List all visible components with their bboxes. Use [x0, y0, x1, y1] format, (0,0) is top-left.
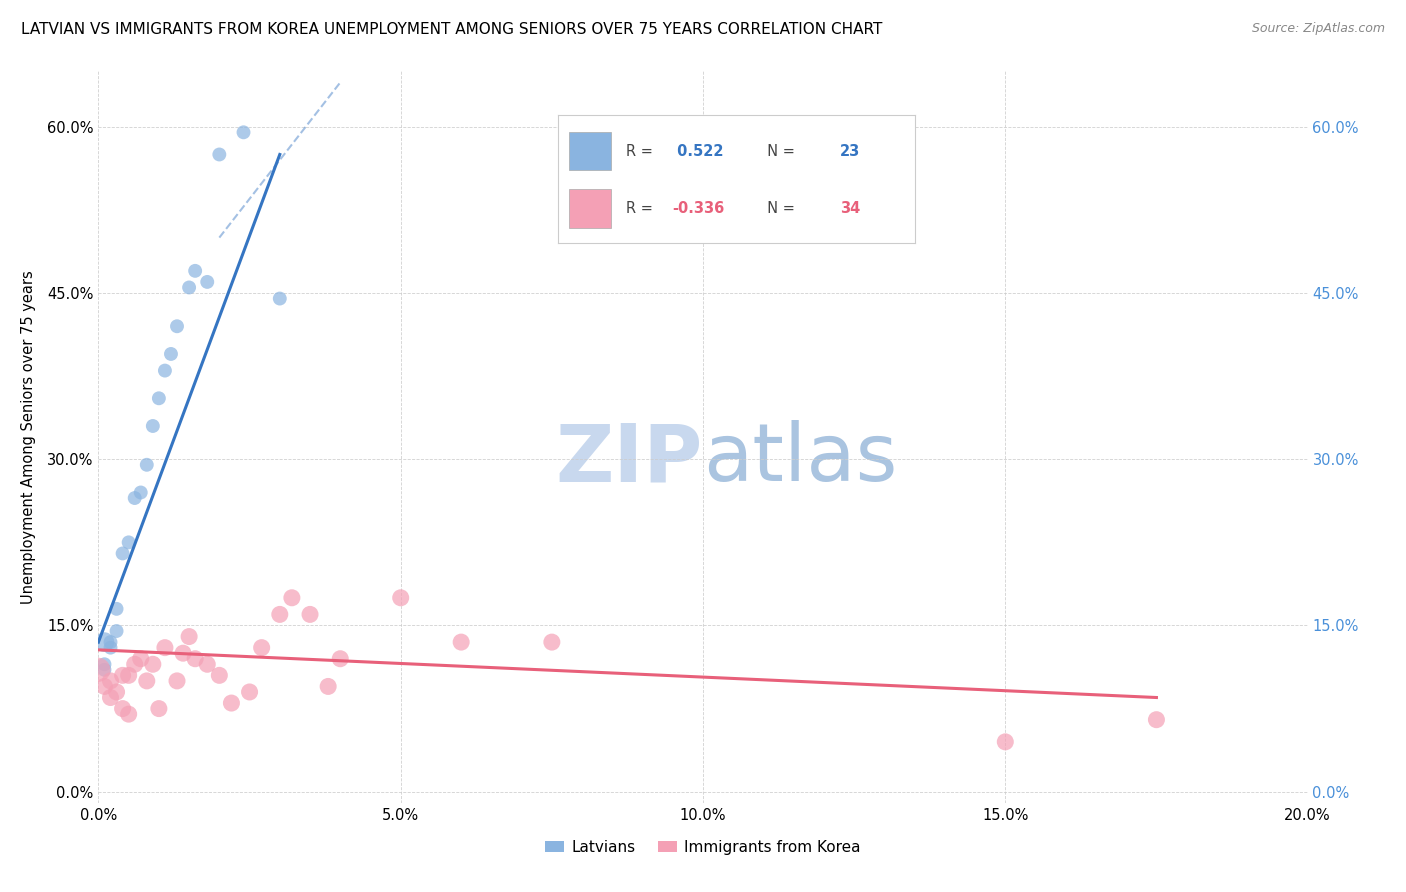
Y-axis label: Unemployment Among Seniors over 75 years: Unemployment Among Seniors over 75 years: [21, 270, 37, 604]
Point: [195, 275, 218, 289]
Point: [148, 392, 170, 406]
Point: [118, 668, 141, 682]
Legend: Latvians, Immigrants from Korea: Latvians, Immigrants from Korea: [538, 834, 868, 861]
Point: [142, 657, 165, 672]
Point: [93, 663, 115, 677]
Text: Source: ZipAtlas.com: Source: ZipAtlas.com: [1251, 22, 1385, 36]
Point: [232, 125, 254, 139]
Point: [269, 292, 291, 306]
Text: atlas: atlas: [703, 420, 897, 498]
Point: [100, 635, 122, 649]
Point: [166, 319, 188, 334]
Text: LATVIAN VS IMMIGRANTS FROM KOREA UNEMPLOYMENT AMONG SENIORS OVER 75 YEARS CORREL: LATVIAN VS IMMIGRANTS FROM KOREA UNEMPLO…: [21, 22, 883, 37]
Point: [166, 673, 188, 688]
Point: [239, 685, 262, 699]
Point: [208, 147, 231, 161]
Point: [124, 491, 146, 505]
Point: [179, 280, 201, 294]
Point: [93, 680, 115, 694]
Point: [129, 651, 152, 665]
Point: [135, 673, 157, 688]
Point: [184, 264, 207, 278]
Point: [118, 707, 141, 722]
Point: [100, 673, 122, 688]
Point: [93, 635, 115, 649]
Point: [172, 646, 194, 660]
Point: [250, 640, 273, 655]
Point: [994, 735, 1017, 749]
Point: [208, 668, 231, 682]
Point: [316, 680, 339, 694]
Point: [153, 640, 176, 655]
Point: [124, 657, 146, 672]
Point: [195, 657, 218, 672]
Point: [179, 630, 201, 644]
Point: [142, 419, 165, 434]
Point: [118, 535, 141, 549]
Point: [1144, 713, 1167, 727]
Point: [129, 485, 152, 500]
Point: [100, 690, 122, 705]
Point: [184, 651, 207, 665]
Point: [93, 657, 115, 672]
Point: [135, 458, 157, 472]
Text: ZIP: ZIP: [555, 420, 703, 498]
Point: [148, 701, 170, 715]
Point: [105, 685, 128, 699]
Point: [540, 635, 562, 649]
Point: [111, 668, 134, 682]
Point: [153, 363, 176, 377]
Point: [105, 602, 128, 616]
Point: [160, 347, 183, 361]
Point: [87, 663, 110, 677]
Point: [105, 624, 128, 638]
Point: [269, 607, 291, 622]
Point: [111, 546, 134, 560]
Point: [299, 607, 322, 622]
Point: [389, 591, 412, 605]
Point: [111, 701, 134, 715]
Point: [450, 635, 472, 649]
Point: [281, 591, 304, 605]
Point: [221, 696, 243, 710]
Point: [329, 651, 352, 665]
Point: [100, 640, 122, 655]
